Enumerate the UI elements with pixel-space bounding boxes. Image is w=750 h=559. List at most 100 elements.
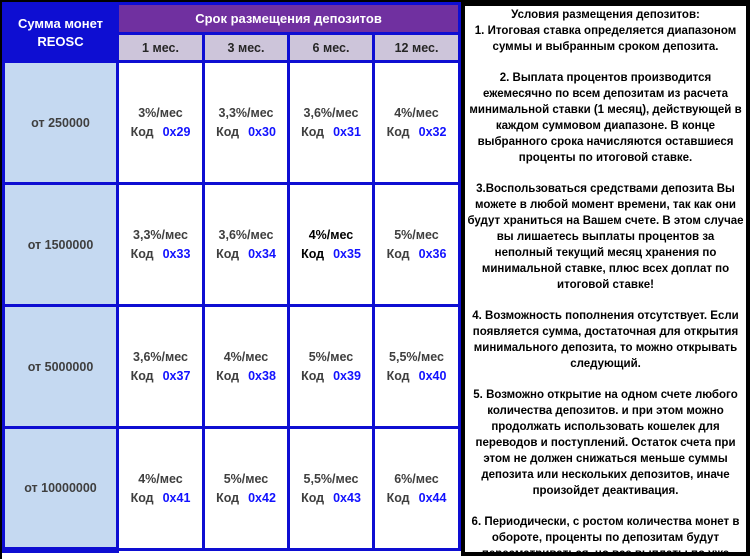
code-label: Код <box>216 490 240 505</box>
rate-value: 4%/мес <box>394 105 439 120</box>
header-row-months: 1 мес. 3 мес. 6 мес. 12 мес. <box>4 32 462 63</box>
conditions-title: Условия размещения депозитов: <box>511 9 700 21</box>
rate-cell: 5%/мес Код 0x36 <box>371 182 462 307</box>
code-line: Код 0x30 <box>205 123 287 142</box>
column-header-1month: 1 мес. <box>116 32 205 63</box>
condition-item-3: 3.Воспользоваться средствами депозита Вы… <box>467 183 744 291</box>
rate-cell: 3,3%/мес Код 0x30 <box>202 60 290 185</box>
code-line: Код 0x40 <box>375 367 458 386</box>
code-label: Код <box>216 246 240 261</box>
rate-cell: 4%/мес Код 0x38 <box>202 304 290 429</box>
code-line: Код 0x36 <box>375 245 458 264</box>
code-line: Код 0x39 <box>290 367 372 386</box>
amount-header: от 5000000 <box>2 304 119 429</box>
code-line: Код 0x35 <box>290 245 372 264</box>
amount-header: от 1500000 <box>2 182 119 307</box>
condition-item-5: 5. Возможно открытие на одном счете любо… <box>473 389 738 497</box>
rate-value: 5,5%/мес <box>389 349 444 364</box>
rate-value: 3,6%/мес <box>133 349 188 364</box>
code-label: Код <box>130 246 154 261</box>
corner-header-line1: Сумма монет <box>17 15 103 31</box>
header-row-period: Сумма монет REOSC Срок размещения депози… <box>2 2 462 63</box>
code-value: 0x31 <box>333 124 361 139</box>
rate-value: 5%/мес <box>308 349 354 364</box>
rate-cell: 3%/мес Код 0x29 <box>116 60 205 185</box>
code-value: 0x35 <box>333 246 361 261</box>
rate-value: 4%/мес <box>308 227 354 242</box>
code-value: 0x33 <box>162 246 191 261</box>
rate-cell: 3,6%/мес Код 0x31 <box>287 60 375 185</box>
code-label: Код <box>386 246 410 261</box>
code-label: Код <box>216 124 240 139</box>
rate-value: 3,3%/мес <box>218 105 274 120</box>
code-value: 0x42 <box>248 490 276 505</box>
code-line: Код 0x41 <box>119 489 202 508</box>
rate-cell: 4%/мес Код 0x32 <box>371 60 462 185</box>
code-label: Код <box>301 368 325 383</box>
code-label: Код <box>386 368 410 383</box>
code-value: 0x34 <box>248 246 276 261</box>
code-line: Код 0x34 <box>205 245 287 264</box>
table-row: от 1500000 3,3%/мес Код 0x33 3,6%/мес Код… <box>2 182 462 307</box>
column-header-12month: 12 мес. <box>371 32 462 63</box>
code-line: Код 0x33 <box>119 245 202 264</box>
table-row: от 5000000 3,6%/мес Код 0x37 4%/мес Код 0x… <box>2 304 462 429</box>
code-value: 0x30 <box>248 124 276 139</box>
amount-header: от 250000 <box>2 60 119 185</box>
code-line: Код 0x38 <box>205 367 287 386</box>
code-line: Код 0x44 <box>375 489 458 508</box>
code-label: Код <box>386 490 410 505</box>
rate-cell: 5%/мес Код 0x42 <box>202 426 290 551</box>
code-value: 0x41 <box>162 490 191 505</box>
table-row: от 10000000 4%/мес Код 0x41 5%/мес Код 0x4… <box>2 426 462 553</box>
rate-cell-emphasized: 4%/мес Код 0x35 <box>287 182 375 307</box>
table-row: от 250000 3%/мес Код 0x29 3,3%/мес Код 0x3… <box>2 60 462 185</box>
code-value: 0x40 <box>418 368 447 383</box>
rate-cell: 3,3%/мес Код 0x33 <box>116 182 205 307</box>
code-line: Код 0x37 <box>119 367 202 386</box>
rate-value: 4%/мес <box>138 471 183 486</box>
rate-value: 4%/мес <box>223 349 269 364</box>
rate-value: 5%/мес <box>223 471 269 486</box>
rate-value: 5%/мес <box>394 227 439 242</box>
code-value: 0x36 <box>418 246 447 261</box>
code-value: 0x38 <box>248 368 276 383</box>
column-header-6month: 6 мес. <box>287 32 375 63</box>
rate-value: 3,3%/мес <box>133 227 188 242</box>
rate-value: 3%/мес <box>138 105 183 120</box>
code-value: 0x29 <box>162 124 191 139</box>
code-label: Код <box>386 124 410 139</box>
rate-value: 3,6%/мес <box>303 105 359 120</box>
code-value: 0x43 <box>333 490 361 505</box>
condition-item-2: 2. Выплата процентов производится ежемес… <box>469 72 742 164</box>
corner-header-coin-amount: Сумма монет REOSC <box>2 2 119 63</box>
rate-value: 5,5%/мес <box>303 471 359 486</box>
code-label: Код <box>130 490 154 505</box>
code-value: 0x32 <box>418 124 447 139</box>
rate-cell: 4%/мес Код 0x41 <box>116 426 205 551</box>
deposit-rates-table: Сумма монет REOSC Срок размещения депози… <box>2 2 462 553</box>
conditions-panel: Условия размещения депозитов: 1. Итогова… <box>461 2 750 556</box>
code-value: 0x37 <box>162 368 191 383</box>
condition-item-4: 4. Возможность пополнения отсутствует. Е… <box>472 310 739 370</box>
period-header: Срок размещения депозитов <box>115 2 462 35</box>
code-line: Код 0x31 <box>290 123 372 142</box>
rate-cell: 5%/мес Код 0x39 <box>287 304 375 429</box>
code-value: 0x39 <box>333 368 361 383</box>
code-label: Код <box>301 246 325 261</box>
code-label: Код <box>130 124 154 139</box>
code-line: Код 0x42 <box>205 489 287 508</box>
code-label: Код <box>301 124 325 139</box>
rate-cell: 5,5%/мес Код 0x43 <box>287 426 375 551</box>
amount-header: от 10000000 <box>2 426 119 553</box>
code-line: Код 0x32 <box>375 123 458 142</box>
condition-item-1: 1. Итоговая ставка определяется диапазон… <box>474 25 737 53</box>
code-label: Код <box>216 368 240 383</box>
code-line: Код 0x43 <box>290 489 372 508</box>
condition-item-6: 6. Периодически, с ростом количества мон… <box>471 516 740 556</box>
corner-header-line2: REOSC <box>37 33 84 49</box>
rate-value: 6%/мес <box>394 471 439 486</box>
code-line: Код 0x29 <box>119 123 202 142</box>
